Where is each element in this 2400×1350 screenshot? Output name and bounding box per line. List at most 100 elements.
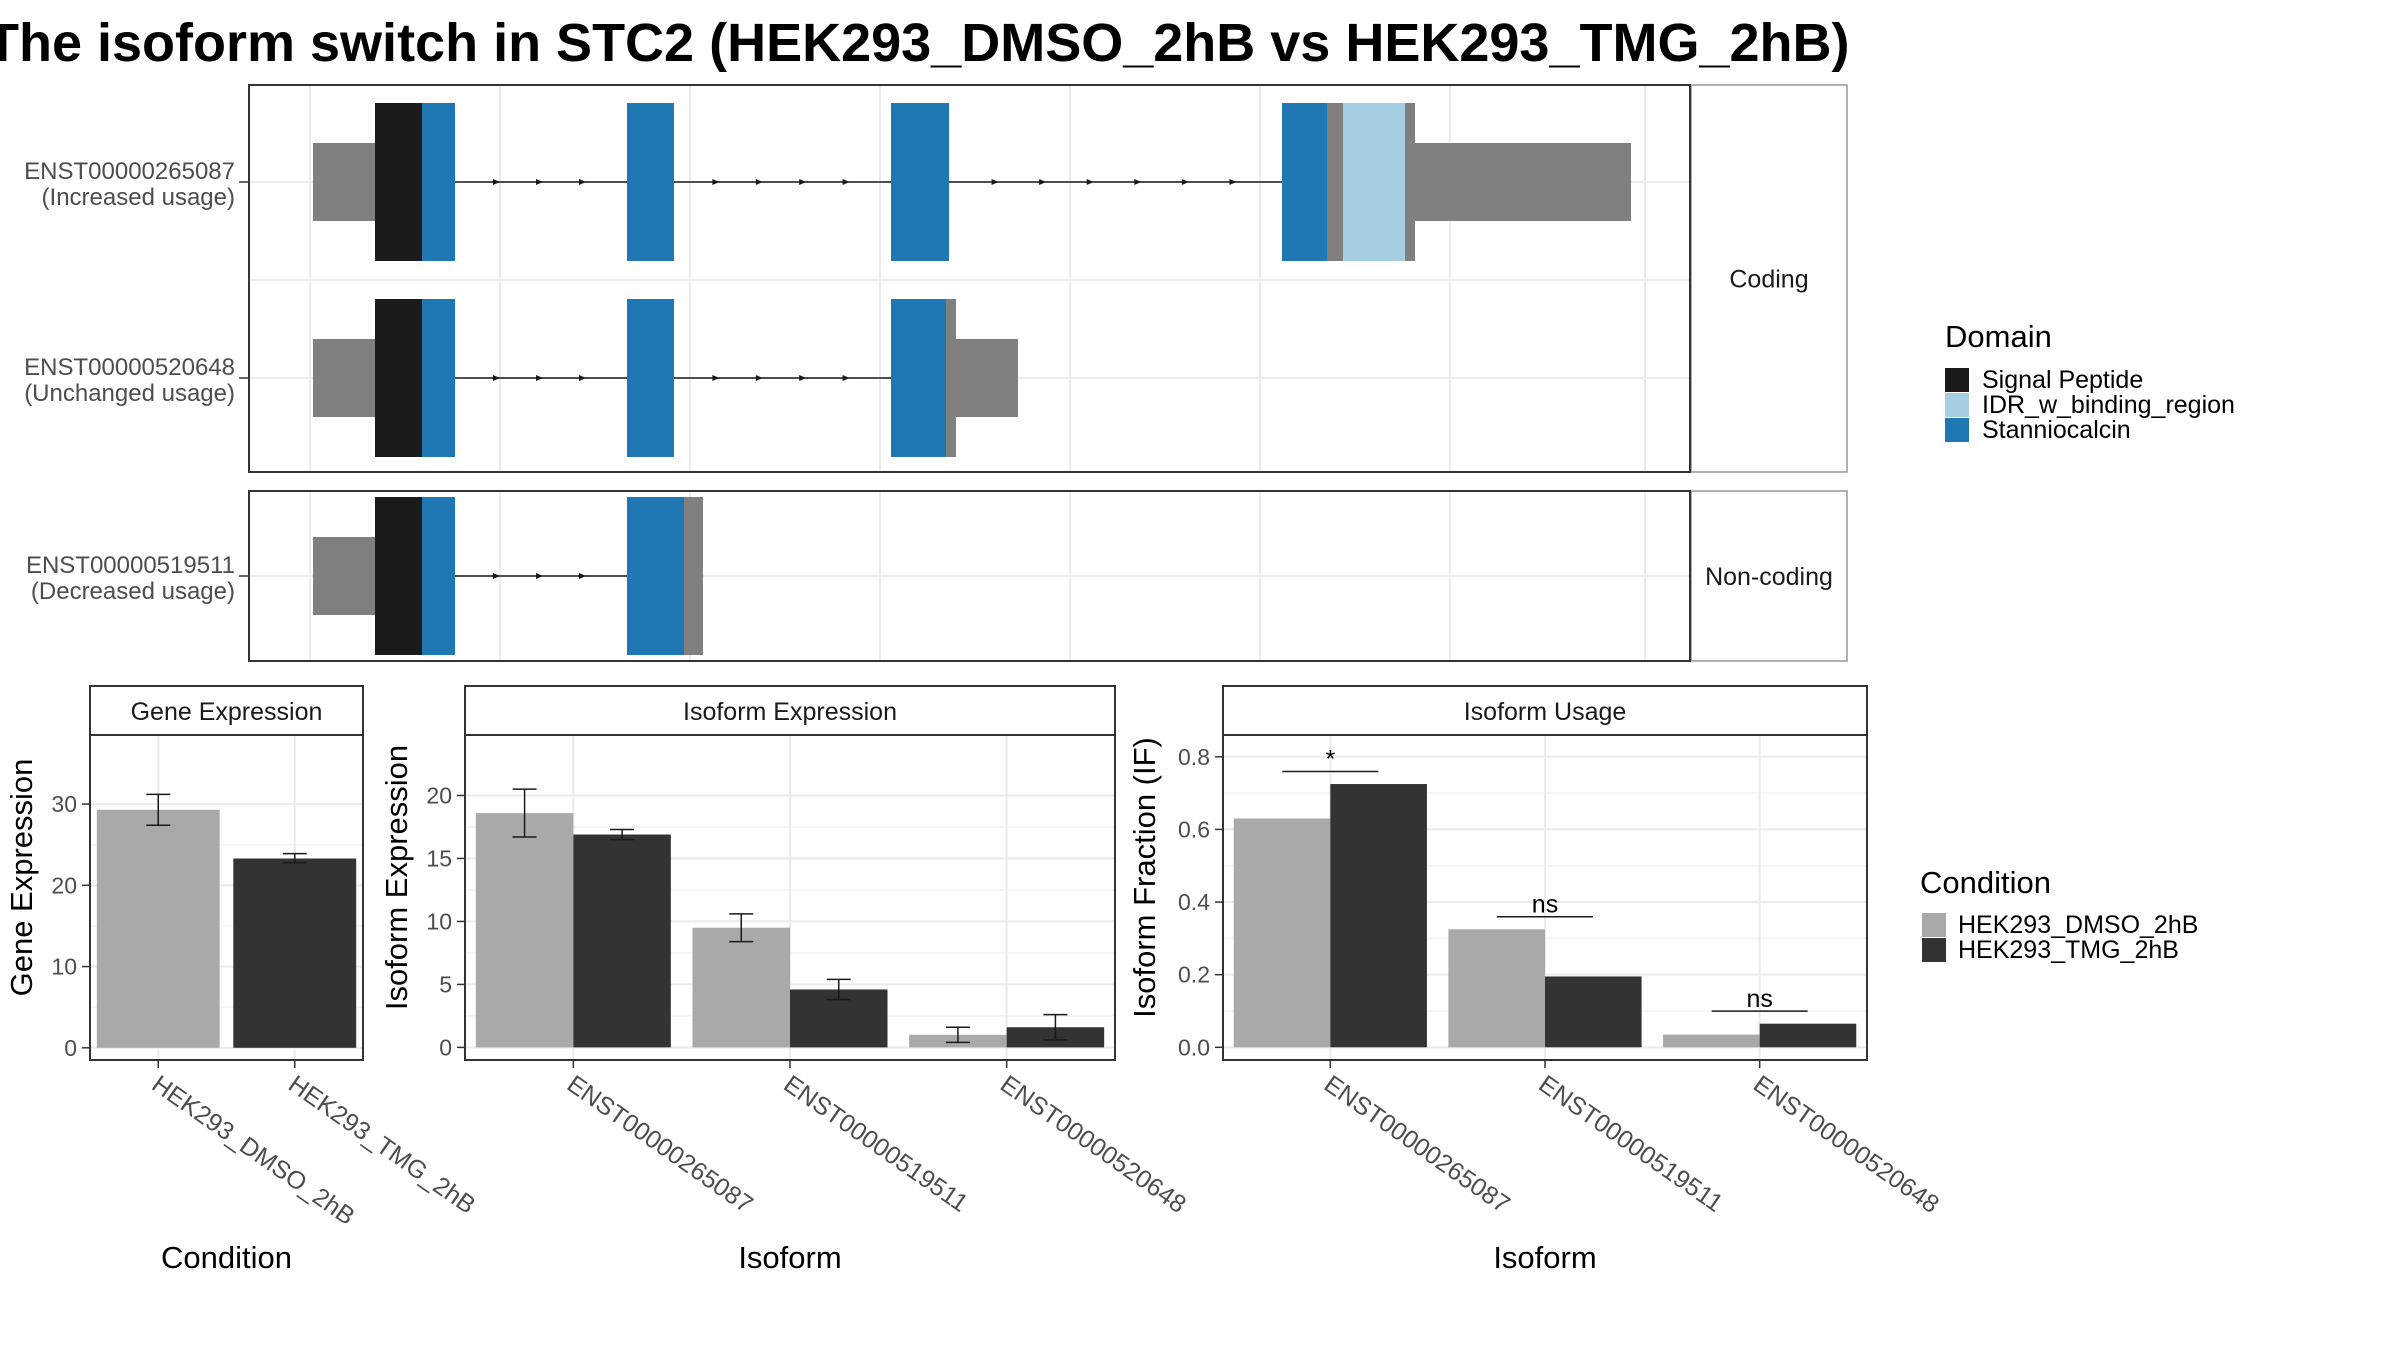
intron-arrow [991, 179, 999, 185]
domain-legend-key [1945, 418, 1969, 442]
y-axis-label: Isoform Fraction (IF) [1127, 737, 1162, 1018]
utr-block [956, 339, 1018, 417]
chart-title: Gene Expression [131, 698, 323, 726]
bar-ENST00000265087-HEK293_TMG_2hB [1330, 784, 1427, 1048]
condition-legend-key [1922, 938, 1946, 962]
condition-legend-title: Condition [1920, 865, 2051, 900]
x-tick-label: ENST00000265087 [562, 1070, 758, 1219]
intron-arrow [712, 179, 720, 185]
x-axis-label: Isoform [738, 1240, 841, 1275]
x-tick-label: ENST00000519511 [1534, 1070, 1728, 1218]
bar-ENST00000519511-HEK293_DMSO_2hB [692, 927, 790, 1048]
bar-ENST00000520648-HEK293_TMG_2hB [1759, 1023, 1857, 1048]
x-axis-label: Isoform [1493, 1240, 1596, 1275]
y-tick-label: 10 [426, 908, 452, 934]
transcript-panel-border [248, 84, 1691, 473]
y-tick-label: 15 [426, 845, 452, 871]
cds-block [946, 299, 956, 457]
utr-block [313, 537, 375, 615]
signal-peptide-block [375, 103, 422, 261]
chart-isoform-usage: * ns ns Isoform Usage 0.0 0.2 0.4 0.6 0.8 ENST000… [1127, 685, 1944, 1275]
y-axis-label: Isoform Expression [379, 745, 414, 1010]
domain-legend-label: Stanniocalcin [1982, 416, 2131, 444]
intron-arrow [536, 573, 543, 579]
stanniocalcin-block [891, 103, 949, 261]
stanniocalcin-block [627, 103, 674, 261]
y-tick-label: 30 [51, 791, 77, 817]
intron-arrow [799, 375, 807, 381]
facet-strip-label: Coding [1729, 266, 1808, 294]
facet-strip [1690, 84, 1848, 473]
domain-legend-label: Signal Peptide [1982, 366, 2143, 394]
x-tick-label: ENST00000520648 [1748, 1070, 1944, 1219]
signal-peptide-block [375, 497, 422, 655]
transcript-model-ENST00000519511 [313, 497, 703, 655]
chart-title: Isoform Usage [1464, 698, 1627, 726]
condition-legend-label: HEK293_DMSO_2hB [1958, 911, 2198, 939]
bar-ENST00000265087-HEK293_DMSO_2hB [1233, 818, 1331, 1048]
transcript-model-ENST00000520648 [313, 299, 1018, 457]
y-tick-label: 0.0 [1178, 1034, 1210, 1060]
chart-isoform-expression: Isoform Expression 0 5 10 15 20 ENST0000026508… [379, 685, 1191, 1275]
y-tick-label: 0.6 [1178, 816, 1210, 842]
significance-label: ns [1746, 985, 1772, 1013]
y-tick-label: 0.8 [1178, 744, 1210, 770]
domain-legend-label: IDR_w_binding_region [1982, 391, 2235, 419]
intron-arrow [493, 573, 500, 579]
isoform-usage-label: (Increased usage) [42, 184, 235, 211]
x-tick-label: ENST00000520648 [995, 1070, 1191, 1219]
intron-arrow [579, 375, 586, 381]
intron-arrow [842, 179, 850, 185]
cds-block [1327, 103, 1343, 261]
stanniocalcin-block [891, 299, 946, 457]
figure-title: The isoform switch in STC2 (HEK293_DMSO_… [0, 8, 2400, 78]
figure-title-text: The isoform switch in STC2 (HEK293_DMSO_… [0, 13, 1850, 73]
y-tick-label: 20 [426, 782, 452, 808]
intron-arrow [755, 375, 763, 381]
condition-legend-key [1922, 913, 1946, 937]
chart-title: Isoform Expression [683, 698, 897, 726]
y-tick-label: 0.4 [1178, 889, 1210, 915]
domain-legend-key [1945, 393, 1969, 417]
utr-block [313, 339, 375, 417]
y-tick-label: 20 [51, 872, 77, 898]
bar-HEK293_TMG_2hB [233, 858, 357, 1048]
intron-arrow [493, 375, 500, 381]
intron-arrow [755, 179, 763, 185]
stanniocalcin-block [422, 299, 455, 457]
intron-arrow [536, 179, 543, 185]
intron-arrow [493, 179, 500, 185]
bar-ENST00000519511-HEK293_DMSO_2hB [1448, 929, 1545, 1048]
intron-arrow [1229, 179, 1237, 185]
intron-arrow [536, 375, 543, 381]
y-tick-label: 0 [439, 1034, 452, 1060]
idr-block [1343, 103, 1405, 261]
bar-HEK293_DMSO_2hB [96, 809, 220, 1048]
bar-ENST00000519511-HEK293_TMG_2hB [1545, 976, 1642, 1048]
condition-legend-label: HEK293_TMG_2hB [1958, 936, 2179, 964]
significance-label: ns [1532, 891, 1558, 919]
x-tick-label: ENST00000519511 [779, 1070, 973, 1218]
significance-label: * [1325, 745, 1335, 773]
intron-arrow [1181, 179, 1189, 185]
isoform-id-label: ENST00000519511 [26, 552, 235, 579]
chart-strip [464, 685, 1116, 736]
intron-arrow [579, 573, 586, 579]
isoform-usage-label: (Unchanged usage) [24, 380, 235, 407]
utr-block [313, 143, 375, 221]
intron-arrow [842, 375, 850, 381]
intron-arrow [1039, 179, 1047, 185]
domain-legend-title: Domain [1945, 319, 2052, 354]
intron-arrow [1134, 179, 1142, 185]
intron-arrow [712, 375, 720, 381]
bar-ENST00000520648-HEK293_DMSO_2hB [1663, 1034, 1760, 1048]
stanniocalcin-block [422, 103, 455, 261]
transcript-panel-border [248, 490, 1691, 662]
transcript-model-ENST00000265087 [313, 103, 1631, 261]
facet-strip-label: Non-coding [1705, 563, 1833, 591]
stanniocalcin-block [627, 497, 684, 655]
stanniocalcin-block [422, 497, 455, 655]
intron-arrow [799, 179, 807, 185]
y-axis-label: Gene Expression [4, 759, 39, 997]
